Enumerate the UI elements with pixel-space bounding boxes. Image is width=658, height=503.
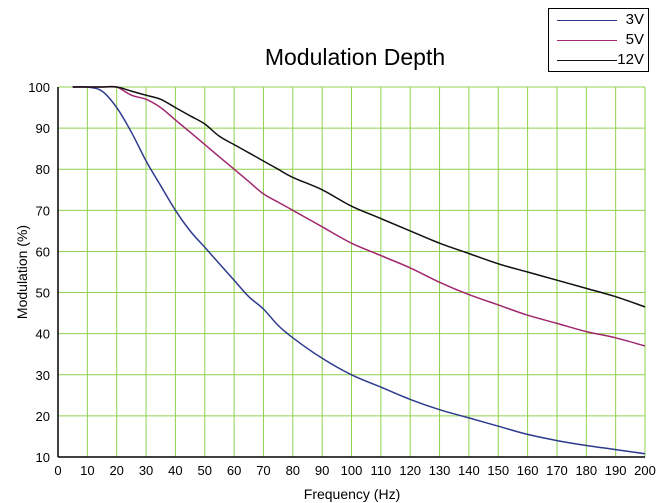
x-tick-label: 180 xyxy=(575,463,597,478)
y-axis-label: Modulation (%) xyxy=(14,225,30,319)
series-line-5v xyxy=(72,85,646,347)
y-tick-label: 20 xyxy=(36,409,50,424)
legend-label: 5V xyxy=(625,31,644,48)
x-tick-label: 200 xyxy=(634,463,656,478)
x-tick-label: 70 xyxy=(256,463,270,478)
x-tick-label: 40 xyxy=(168,463,182,478)
x-tick-label: 160 xyxy=(517,463,539,478)
y-tick-label: 100 xyxy=(28,80,50,95)
series-line-3v xyxy=(72,85,646,455)
x-tick-label: 100 xyxy=(341,463,363,478)
chart-title: Modulation Depth xyxy=(264,44,446,70)
x-axis-label: Frequency (Hz) xyxy=(304,486,400,502)
y-tick-label: 40 xyxy=(36,327,50,342)
legend-label: 12V xyxy=(617,51,644,68)
grid xyxy=(58,86,646,458)
x-tick-label: 90 xyxy=(315,463,329,478)
x-tick-label: 10 xyxy=(80,463,94,478)
series-lines xyxy=(72,85,646,455)
x-tick-label: 60 xyxy=(227,463,241,478)
legend-label: 3V xyxy=(625,11,644,28)
x-tick-label: 170 xyxy=(546,463,568,478)
y-tick-label: 80 xyxy=(36,162,50,177)
y-tick-label: 60 xyxy=(36,244,50,259)
x-tick-label: 110 xyxy=(370,463,391,478)
x-tick-label: 30 xyxy=(139,463,153,478)
y-tick-label: 70 xyxy=(36,203,50,218)
x-tick-label: 50 xyxy=(198,463,212,478)
y-tick-label: 90 xyxy=(36,121,50,136)
y-tick-label: 10 xyxy=(36,450,50,465)
x-tick-label: 120 xyxy=(399,463,421,478)
y-tick-label: 50 xyxy=(36,286,50,301)
tick-labels: 0 10 20 30 40 50 60 70 80 90 100 110 120 130 140 150 160… xyxy=(28,80,656,478)
legend-swatch xyxy=(557,60,617,61)
x-tick-label: 0 xyxy=(54,463,61,478)
legend-item-3v: 3V xyxy=(549,10,648,30)
axes xyxy=(57,87,645,458)
x-tick-label: 190 xyxy=(605,463,627,478)
legend: 3V 5V 12V xyxy=(548,8,649,72)
legend-swatch xyxy=(557,20,617,21)
legend-item-12v: 12V xyxy=(549,50,648,70)
x-tick-label: 20 xyxy=(109,463,123,478)
x-tick-label: 150 xyxy=(487,463,509,478)
x-tick-label: 80 xyxy=(286,463,300,478)
legend-swatch xyxy=(557,40,617,41)
series-line-12v xyxy=(72,85,646,308)
y-tick-label: 30 xyxy=(36,368,50,383)
x-tick-label: 130 xyxy=(429,463,451,478)
x-tick-label: 140 xyxy=(458,463,480,478)
legend-item-5v: 5V xyxy=(549,30,648,50)
